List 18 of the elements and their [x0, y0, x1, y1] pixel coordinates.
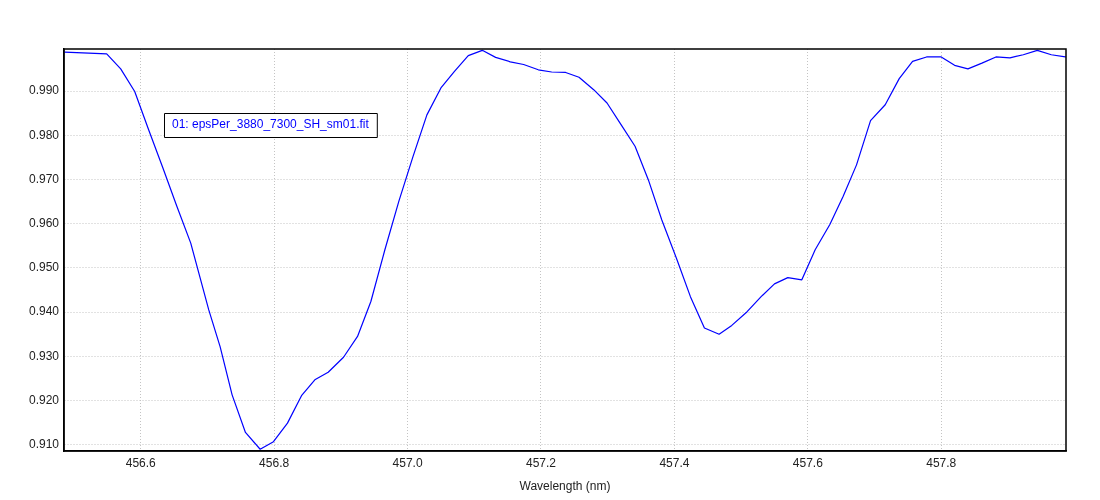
x-tick-label: 456.6: [125, 455, 157, 470]
y-tick-label: 0.980: [28, 127, 60, 142]
y-tick-label: 0.930: [28, 348, 60, 363]
y-tick-label: 0.910: [28, 437, 60, 452]
x-tick-label: 457.2: [525, 455, 557, 470]
x-tick-label: 456.8: [259, 455, 290, 470]
series-label: 01: epsPer_3880_7300_SH_sm01.fit: [172, 117, 370, 132]
y-tick-label: 0.970: [28, 171, 60, 186]
y-tick-label: 0.960: [28, 216, 60, 230]
x-tick-label: 457.8: [926, 455, 957, 470]
y-tick-label: 0.920: [28, 392, 60, 407]
x-axis-title: Wavelength (nm): [519, 479, 611, 494]
y-tick-label: 0.950: [28, 260, 60, 275]
y-tick-label: 0.990: [28, 83, 60, 98]
x-tick-label: 457.0: [392, 455, 423, 470]
x-tick-label: 457.4: [659, 455, 690, 470]
x-tick-label: 457.6: [792, 455, 824, 470]
y-tick-label: 0.940: [28, 304, 60, 319]
